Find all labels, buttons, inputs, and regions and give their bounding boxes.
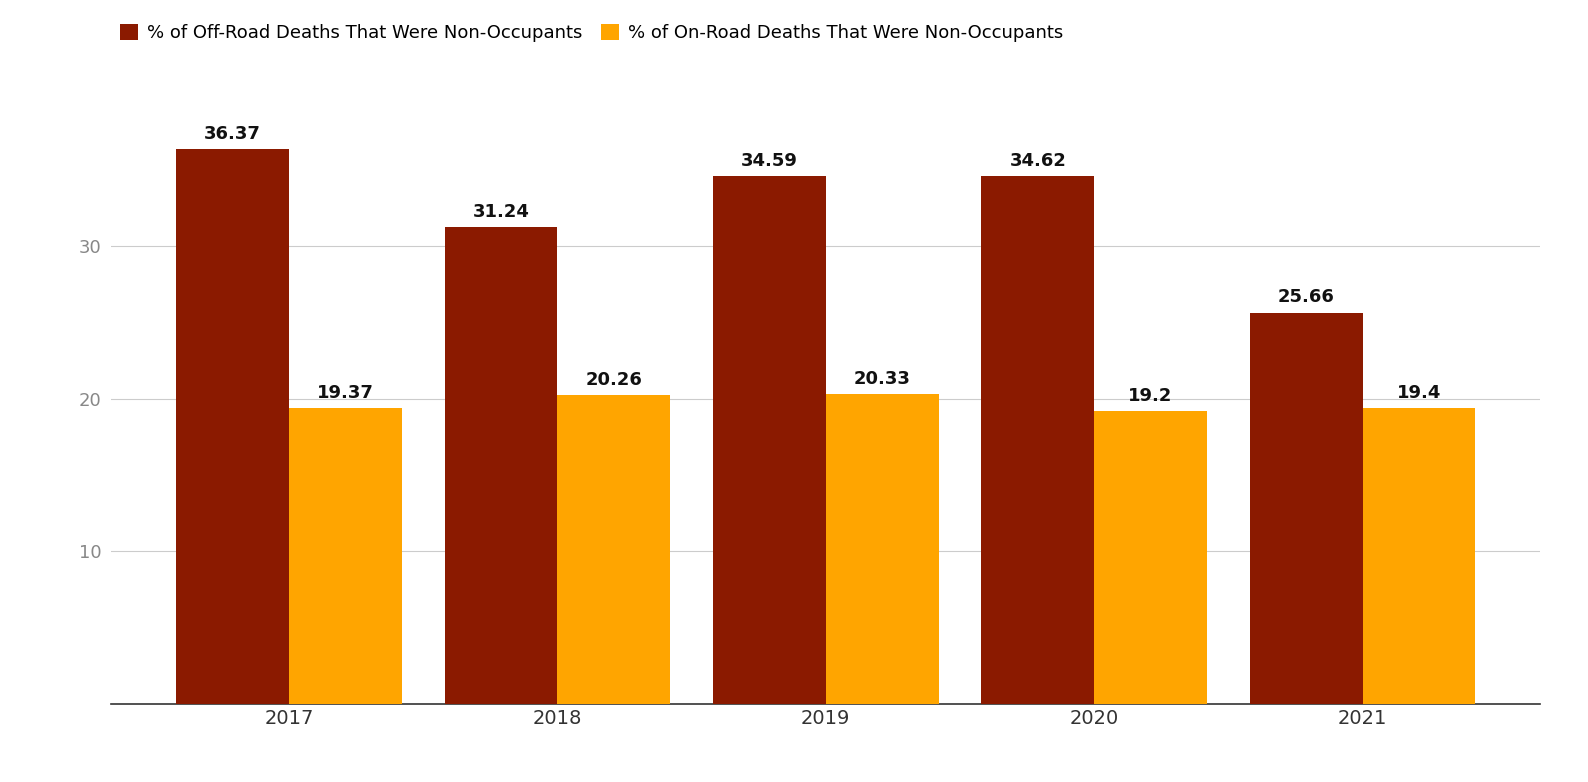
Bar [713, 176, 826, 704]
Bar [826, 394, 939, 704]
Bar [557, 395, 670, 704]
Bar [445, 228, 557, 704]
Text: 19.37: 19.37 [318, 384, 373, 402]
Text: 20.33: 20.33 [854, 370, 910, 388]
Text: 20.26: 20.26 [586, 371, 642, 389]
Text: 19.2: 19.2 [1129, 387, 1174, 405]
Text: 25.66: 25.66 [1278, 289, 1334, 307]
Text: 31.24: 31.24 [473, 203, 529, 221]
Legend: % of Off-Road Deaths That Were Non-Occupants, % of On-Road Deaths That Were Non-: % of Off-Road Deaths That Were Non-Occup… [121, 23, 1062, 41]
Bar [1250, 313, 1363, 704]
Text: 19.4: 19.4 [1397, 384, 1442, 402]
Bar [176, 149, 289, 704]
Text: 34.62: 34.62 [1010, 152, 1066, 170]
Text: 34.59: 34.59 [742, 152, 797, 170]
Bar [1363, 408, 1475, 704]
Bar [1094, 411, 1207, 704]
Text: 36.37: 36.37 [205, 125, 260, 143]
Bar [981, 176, 1094, 704]
Bar [289, 408, 402, 704]
